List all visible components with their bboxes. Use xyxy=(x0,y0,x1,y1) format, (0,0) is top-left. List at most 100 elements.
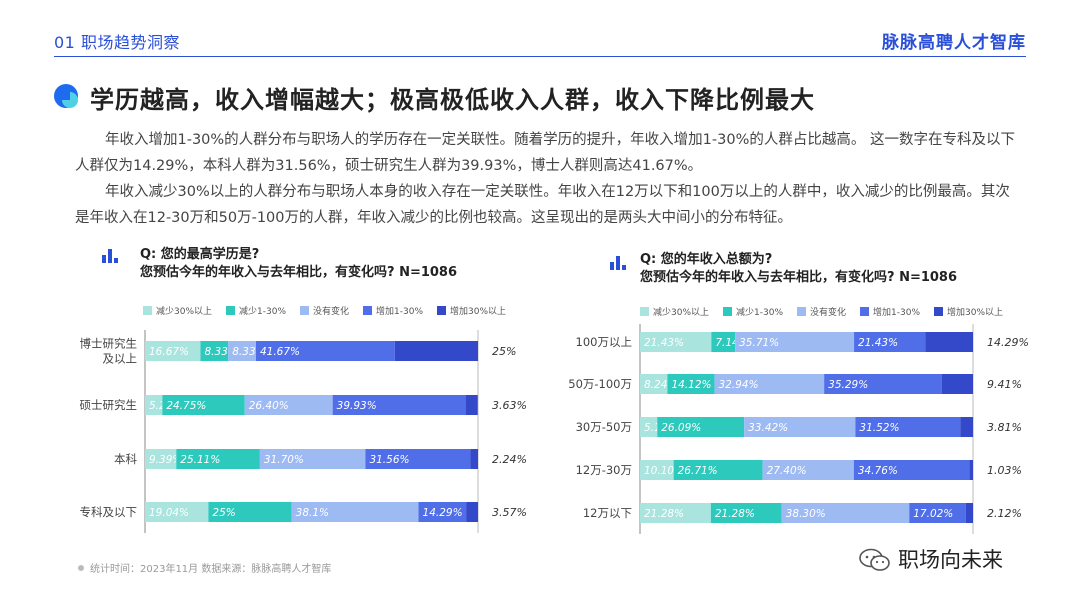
bar-segment xyxy=(657,417,745,437)
bar-value-label: 35.71% xyxy=(739,337,779,349)
bar-value-label: 14.29% xyxy=(423,507,463,519)
outer-value-label: 2.12% xyxy=(987,507,1022,520)
bar-value-label: 39.93% xyxy=(337,400,377,412)
bar-value-label: 26.09% xyxy=(661,422,701,434)
left-question: Q: 您的最高学历是? 您预估今年的年收入与去年相比，有变化吗? N=1086 xyxy=(140,246,457,282)
bar-segment xyxy=(145,502,209,522)
bar-value-label: 17.02% xyxy=(913,508,953,520)
bar-segment xyxy=(332,395,466,415)
bar-value-label: 24.75% xyxy=(166,400,206,412)
outer-value-label: 3.81% xyxy=(987,421,1022,434)
bar-segment xyxy=(673,460,763,480)
bar-value-label: 38.30% xyxy=(786,508,826,520)
outer-value-label: 2.24% xyxy=(492,453,527,466)
bar-segment xyxy=(394,341,478,361)
legend-swatch xyxy=(640,307,649,316)
bar-segment xyxy=(466,502,478,522)
bar-value-label: 31.52% xyxy=(859,422,899,434)
bar-segment xyxy=(969,460,973,480)
bar-segment xyxy=(640,417,658,437)
legend-label: 增加30%以上 xyxy=(450,307,507,317)
watermark: 职场向未来 xyxy=(858,544,1003,574)
left-question-line1: Q: 您的最高学历是? xyxy=(140,247,260,262)
bar-segment xyxy=(145,341,201,361)
bar-segment xyxy=(365,449,471,469)
category-label: 专科及以下 xyxy=(80,505,138,519)
category-label: 及以上 xyxy=(103,352,138,366)
bar-value-label: 31.70% xyxy=(264,454,304,466)
bar-value-label: 32.94% xyxy=(718,379,758,391)
bar-segment xyxy=(640,503,711,523)
bar-segment xyxy=(965,503,973,523)
bar-segment xyxy=(291,502,419,522)
outer-value-label: 14.29% xyxy=(987,336,1029,349)
legend-item: 增加1-30% xyxy=(860,305,920,318)
legend-item: 增加30%以上 xyxy=(437,304,506,317)
bar-segment xyxy=(255,341,395,361)
bar-value-label: 19.04% xyxy=(149,507,189,519)
category-label: 30万-50万 xyxy=(576,420,632,434)
bar-segment xyxy=(208,502,292,522)
bar-segment xyxy=(200,341,229,361)
bar-segment xyxy=(162,395,245,415)
bar-chart-icon xyxy=(102,249,118,263)
category-label: 12万-30万 xyxy=(576,463,632,477)
legend-swatch xyxy=(723,307,733,316)
footer-note: 统计时间：2023年11月 数据来源：脉脉高聘人才智库 xyxy=(90,564,332,575)
footer-dot xyxy=(78,565,84,571)
bar-segment xyxy=(714,374,825,394)
outer-value-label: 3.63% xyxy=(492,399,527,412)
bar-segment xyxy=(145,395,163,415)
right-legend: 减少30%以上 减少1-30% 没有变化 增加1-30% 增加30%以上 xyxy=(640,305,1017,318)
bar-value-label: 38.1% xyxy=(296,507,329,519)
section-label: 01 职场趋势洞察 xyxy=(54,33,180,52)
paragraph-1: 年收入增加1-30%的人群分布与职场人的学历存在一定关联性。随着学历的提升，年收… xyxy=(75,132,1015,174)
watermark-text: 职场向未来 xyxy=(898,548,1003,572)
right-question: Q: 您的年收入总额为? 您预估今年的年收入与去年相比，有变化吗? N=1086 xyxy=(640,251,957,287)
bar-segment xyxy=(176,449,260,469)
bar-value-label: 31.56% xyxy=(369,454,409,466)
category-label: 本科 xyxy=(114,452,137,466)
header-divider xyxy=(54,56,1026,57)
bar-segment xyxy=(465,395,478,415)
outer-value-label: 9.41% xyxy=(987,378,1022,391)
legend-item: 增加1-30% xyxy=(363,304,423,317)
legend-label: 减少30%以上 xyxy=(156,307,213,317)
legend-swatch xyxy=(437,306,446,315)
bar-value-label: 21.28% xyxy=(715,508,755,520)
bar-segment xyxy=(925,332,973,352)
bar-segment xyxy=(941,374,973,394)
legend-swatch xyxy=(226,306,236,315)
left-legend: 减少30%以上 减少1-30% 没有变化 增加1-30% 增加30%以上 xyxy=(143,304,520,317)
category-label: 12万以下 xyxy=(583,506,632,520)
bar-segment xyxy=(259,449,366,469)
outer-value-label: 3.57% xyxy=(492,506,527,519)
legend-label: 增加1-30% xyxy=(873,308,920,318)
bar-value-label: 27.40% xyxy=(767,465,807,477)
legend-label: 没有变化 xyxy=(810,308,847,318)
bar-value-label: 14.12% xyxy=(671,379,711,391)
wechat-icon xyxy=(859,548,890,571)
bar-value-label: 25% xyxy=(212,507,235,519)
bar-value-label: 25.11% xyxy=(180,454,220,466)
brand-name: 脉脉高聘人才智库 xyxy=(882,33,1026,53)
bar-segment xyxy=(640,374,668,394)
bar-segment xyxy=(470,449,478,469)
legend-item: 减少30%以上 xyxy=(143,304,212,317)
legend-swatch xyxy=(934,307,943,316)
legend-label: 减少1-30% xyxy=(736,308,783,318)
paragraph-2: 年收入减少30%以上的人群分布与职场人本身的收入存在一定关联性。年收入在12万以… xyxy=(75,184,1010,226)
bar-segment xyxy=(909,503,966,523)
legend-item: 减少1-30% xyxy=(226,304,286,317)
legend-label: 增加30%以上 xyxy=(947,308,1004,318)
bar-segment xyxy=(855,417,961,437)
bar-segment xyxy=(244,395,333,415)
bar-segment xyxy=(735,332,855,352)
legend-swatch xyxy=(143,306,152,315)
bar-segment xyxy=(228,341,256,361)
outer-value-label: 25% xyxy=(492,345,516,358)
right-question-line1: Q: 您的年收入总额为? xyxy=(640,252,773,267)
bar-segment xyxy=(710,503,782,523)
bar-value-label: 9.39% xyxy=(149,454,182,466)
